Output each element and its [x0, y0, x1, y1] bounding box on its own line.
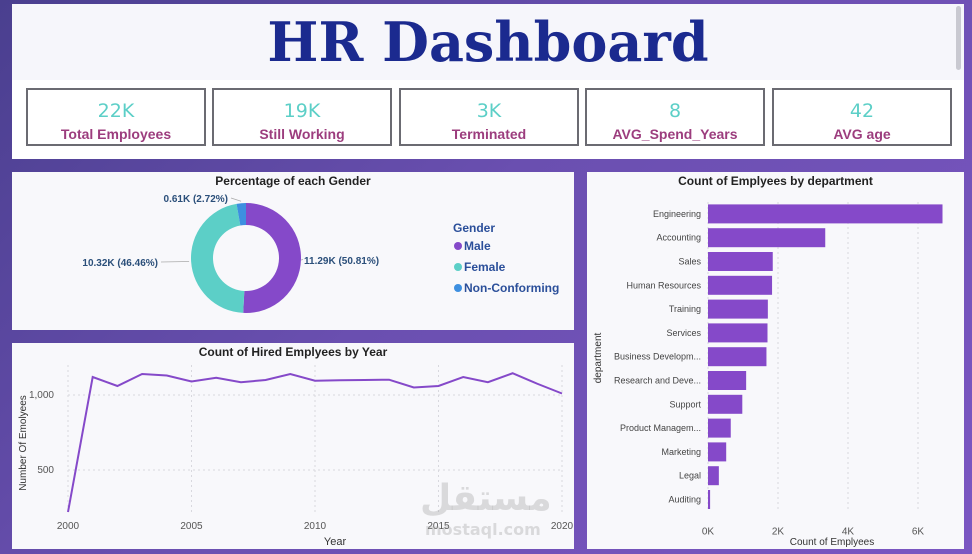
y-tick-label: 1,000: [29, 390, 54, 401]
x-tick-label: 2000: [57, 521, 80, 532]
kpi-value: 19K: [283, 100, 321, 122]
x-axis-label: Year: [324, 536, 347, 548]
category-label: Human Resources: [626, 280, 701, 290]
category-label: Product Managem...: [620, 423, 701, 433]
leader-line: [300, 259, 304, 261]
kpi-card-terminated[interactable]: 3K Terminated: [399, 88, 579, 146]
bar-legal: [708, 466, 719, 486]
department-bar-chart[interactable]: 0K 2K 4K 6K Engineering Accounting Sales Human …: [587, 172, 964, 549]
category-label: Legal: [679, 471, 701, 481]
bar-product-managem: [708, 418, 731, 438]
kpi-value: 8: [668, 100, 682, 122]
bar-training: [708, 299, 768, 319]
title-bar: HR Dashboard: [12, 4, 964, 80]
legend-marker-non-conforming: [454, 284, 462, 292]
gender-chart-panel: Percentage of each Gender 11.29K (50.81%…: [12, 172, 574, 330]
bar-human-resources: [708, 275, 773, 295]
x-tick-label: 2005: [180, 521, 203, 532]
x-tick-label: 2020: [551, 521, 574, 532]
chart-title: Count of Hired Emplyees by Year: [198, 345, 388, 359]
hired-by-year-line-chart[interactable]: 2000 2005 2010 2015 2020 500 1,000 Year Number O…: [12, 343, 574, 549]
chart-title: Count of Emplyees by department: [678, 174, 873, 188]
data-label-female: 10.32K (46.46%): [82, 258, 158, 269]
legend-marker-female: [454, 263, 462, 271]
category-label: Sales: [678, 257, 701, 267]
category-label: Services: [666, 328, 701, 338]
kpi-label: Terminated: [451, 126, 527, 142]
x-tick-label: 2K: [772, 526, 785, 537]
y-axis-label: department: [593, 332, 604, 383]
kpi-card-avg-age[interactable]: 42 AVG age: [772, 88, 952, 146]
bar-services: [708, 323, 768, 343]
legend-item-male: Male: [464, 239, 491, 253]
donut-slice-non-conforming: [236, 203, 246, 226]
x-tick-label: 4K: [842, 526, 855, 537]
hired-by-year-panel: Count of Hired Emplyees by Year 2000 2005…: [12, 343, 574, 549]
x-tick-label: 6K: [912, 526, 925, 537]
bar-support: [708, 394, 743, 414]
watermark-logo: مستقل: [420, 478, 552, 519]
kpi-value: 3K: [476, 100, 502, 122]
kpi-label: AVG age: [833, 126, 891, 142]
category-label: Engineering: [653, 209, 701, 219]
department-chart-panel: Count of Emplyees by department 0K 2K 4K 6K…: [587, 172, 964, 549]
bar-sales: [708, 252, 773, 271]
watermark-text: mostaql.com: [425, 520, 541, 539]
leader-line: [230, 197, 242, 202]
bar-research-and-deve: [708, 371, 747, 390]
kpi-value: 22K: [97, 100, 135, 122]
bar-engineering: [708, 204, 943, 224]
scrollbar-thumb[interactable]: [956, 6, 961, 70]
leader-line: [160, 261, 190, 263]
x-tick-label: 2010: [304, 521, 327, 532]
kpi-label: Total Employees: [60, 126, 172, 142]
category-label: Auditing: [668, 495, 701, 505]
y-axis-label: Number Of Emolyees: [18, 395, 29, 491]
kpi-card-total-employees[interactable]: 22K Total Employees: [26, 88, 206, 146]
legend-marker-male: [454, 242, 462, 250]
bar-marketing: [708, 442, 727, 462]
bar-auditing: [708, 490, 711, 509]
legend-item-female: Female: [464, 260, 506, 274]
kpi-card-still-working[interactable]: 19K Still Working: [212, 88, 392, 146]
x-axis-label: Count of Emplyees: [790, 537, 875, 548]
category-label: Marketing: [661, 447, 701, 457]
category-label: Support: [669, 399, 701, 409]
y-tick-label: 500: [37, 465, 54, 476]
category-label: Accounting: [656, 233, 701, 243]
chart-title: Percentage of each Gender: [215, 174, 371, 188]
data-label-male: 11.29K (50.81%): [304, 256, 379, 267]
page-title: HR Dashboard: [267, 10, 709, 74]
header-panel: HR Dashboard 22K Total Employees 19K Sti…: [12, 4, 964, 159]
bar-business-developm: [708, 347, 767, 367]
legend-title: Gender: [453, 221, 495, 235]
data-label-non-conforming: 0.61K (2.72%): [164, 194, 228, 205]
legend-item-non-conforming: Non-Conforming: [464, 281, 559, 295]
category-label: Research and Deve...: [614, 376, 701, 386]
donut-slice-male: [243, 203, 302, 313]
kpi-card-avg-spend-years[interactable]: 8 AVG_Spend_Years: [585, 88, 765, 146]
kpi-label: AVG_Spend_Years: [612, 126, 738, 142]
kpi-label: Still Working: [259, 126, 345, 142]
category-label: Training: [669, 304, 701, 314]
x-tick-label: 0K: [702, 526, 715, 537]
gender-donut-chart[interactable]: 11.29K (50.81%) 10.32K (46.46%) 0.61K (2.7…: [12, 172, 574, 330]
kpi-value: 42: [849, 100, 875, 122]
bar-accounting: [708, 228, 826, 248]
donut-slice-female: [191, 203, 245, 313]
x-tick-label: 2015: [427, 521, 450, 532]
category-label: Business Developm...: [614, 352, 701, 362]
